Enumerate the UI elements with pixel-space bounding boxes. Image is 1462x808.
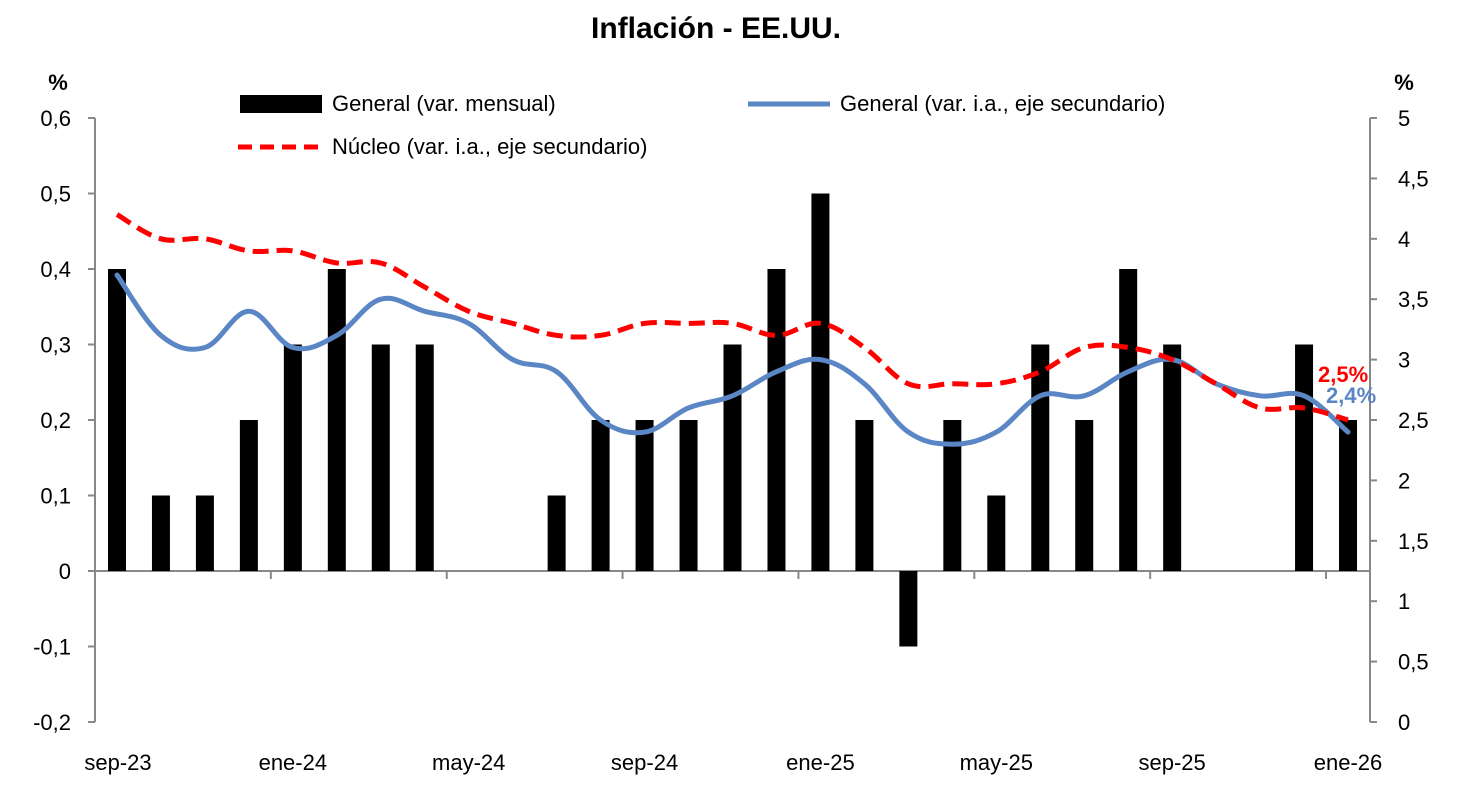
x-axis-tick-label: ene-26 [1314,750,1383,775]
right-axis-tick-label: 5 [1398,106,1410,131]
bar-nov-24 [723,344,742,571]
bar-oct-24 [679,420,698,571]
left-axis-tick-label: 0,3 [40,333,71,358]
right-axis-tick-label: 2,5 [1398,408,1429,433]
left-axis-tick-label: -0,2 [33,710,71,735]
right-axis-tick-label: 3,5 [1398,287,1429,312]
bar-sep-23 [107,269,126,571]
annotation-nucleo-last: 2,5% [1318,362,1368,387]
left-axis-unit: % [48,70,68,95]
left-axis-tick-label: 0,5 [40,182,71,207]
x-axis-tick-label: may-24 [432,750,505,775]
line-general-ia [114,272,1351,447]
legend-swatch-bar [240,95,322,113]
bar-ene-25 [811,193,830,571]
x-axis-tick-label: sep-24 [611,750,678,775]
bar-sep-25 [1163,344,1182,571]
chart-title: Inflación - EE.UU. [591,12,841,45]
bar-abr-25 [943,420,962,571]
bar-jul-24 [547,495,566,571]
x-axis-tick-label: sep-25 [1139,750,1206,775]
legend-label-general-mensual: General (var. mensual) [332,91,556,116]
legend-label-nucleo: Núcleo (var. i.a., eje secundario) [332,134,648,159]
lines-layer [114,212,1351,447]
left-axis-tick-label: 0 [59,559,71,584]
left-axis-tick-label: -0,1 [33,635,71,660]
right-axis-tick-label: 3 [1398,348,1410,373]
right-axis-tick-label: 4,5 [1398,166,1429,191]
bar-dic-25 [1295,344,1314,571]
legend: General (var. mensual) General (var. i.a… [238,91,1165,159]
left-axis-tick-label: 0,6 [40,106,71,131]
bar-ago-24 [591,420,610,571]
legend-label-general-ia: General (var. i.a., eje secundario) [840,91,1165,116]
left-axis-tick-label: 0,4 [40,257,71,282]
right-axis-unit: % [1394,70,1414,95]
bar-oct-23 [151,495,170,571]
x-axis-tick-label: may-25 [960,750,1033,775]
bar-ene-24 [283,344,302,571]
bar-ene-26 [1339,420,1358,571]
left-axis-tick-label: 0,1 [40,484,71,509]
bar-abr-24 [415,344,434,571]
right-axis-tick-label: 0,5 [1398,650,1429,675]
bar-nov-23 [195,495,214,571]
bar-dic-24 [767,269,786,571]
bar-mar-25 [899,571,918,647]
x-axis-tick-label: ene-24 [259,750,328,775]
bar-sep-24 [635,420,654,571]
bar-dic-23 [239,420,258,571]
right-axis-tick-label: 1,5 [1398,529,1429,554]
bar-mar-24 [371,344,390,571]
tick-labels-layer: -0,2 -0,1 0 0,1 0,2 0,3 0,4 0,5 0,6 0 0,5 1 1,5 2 2,5 3… [33,106,1429,775]
bar-jun-25 [1031,344,1050,571]
bars-layer [107,193,1358,647]
annotation-general-last: 2,4% [1326,383,1376,408]
bar-feb-25 [855,420,874,571]
bar-jul-25 [1075,420,1094,571]
bar-feb-24 [327,269,346,571]
right-axis-tick-label: 1 [1398,589,1410,614]
bar-may-25 [987,495,1006,571]
x-axis-tick-label: ene-25 [786,750,855,775]
line-nucleo [115,212,1349,423]
right-axis-tick-label: 2 [1398,468,1410,493]
right-axis-tick-label: 4 [1398,227,1410,252]
left-axis-tick-label: 0,2 [40,408,71,433]
bar-ago-25 [1119,269,1138,571]
x-axis-tick-label: sep-23 [84,750,151,775]
right-axis-tick-label: 0 [1398,710,1410,735]
